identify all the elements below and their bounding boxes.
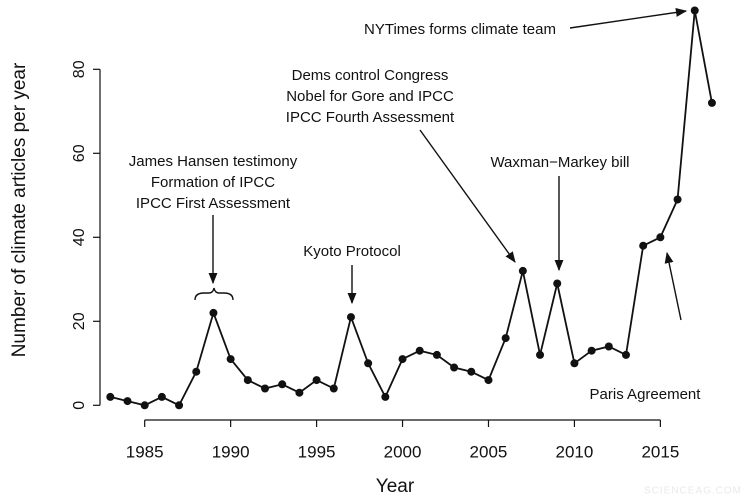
data-point [501,334,510,343]
data-point [175,401,184,410]
data-point [312,376,321,385]
data-point [604,342,613,351]
y-axis-label: Number of climate articles per year [9,62,30,357]
data-point [192,367,201,376]
data-point [690,6,699,15]
x-tick-label: 1995 [298,442,336,461]
data-point [570,359,579,368]
y-tick-label: 60 [71,144,88,162]
annotation-text: Nobel for Gore and IPCC [286,88,454,105]
y-tick-label: 40 [71,228,88,246]
data-point [140,401,149,410]
data-point [484,376,493,385]
data-point [346,313,355,322]
annotation-text: NYTimes forms climate team [364,21,556,38]
data-point [587,346,596,355]
data-point [381,392,390,401]
x-tick-label: 2005 [470,442,508,461]
annotation-arrow [664,251,682,321]
data-point [673,195,682,204]
x-tick-label: 1985 [126,442,164,461]
data-point [123,397,132,406]
y-tick-label: 0 [71,401,88,410]
data-point [415,346,424,355]
annotation-text: Kyoto Protocol [303,243,401,260]
x-tick-label: 2010 [556,442,594,461]
data-point [106,392,115,401]
x-axis-label: Year [376,476,415,497]
data-point [707,98,716,107]
annotation-text: Dems control Congress [292,67,449,84]
annotation-arrow [569,8,688,29]
x-tick-label: 2000 [384,442,422,461]
annotation-text: Waxman−Markey bill [490,154,629,171]
data-point [467,367,476,376]
data-point [432,350,441,359]
watermark: SCIENCEAG.COM [644,486,742,497]
data-point [295,388,304,397]
data-point [656,233,665,242]
data-point [226,355,235,364]
x-tick-label: 1990 [212,442,250,461]
data-point [639,241,648,250]
annotation-text: IPCC First Assessment [136,195,291,212]
data-point [243,376,252,385]
annotation-text: Paris Agreement [590,386,702,403]
data-point [364,359,373,368]
annotation-text: Formation of IPCC [151,174,275,191]
annotation-text: IPCC Fourth Assessment [286,109,455,126]
brace [194,287,234,301]
data-point [518,266,527,275]
data-point [329,384,338,393]
y-tick-label: 20 [71,312,88,330]
annotation-arrow [419,129,516,263]
data-point [157,392,166,401]
data-point [278,380,287,389]
data-point [536,350,545,359]
data-point [209,308,218,317]
x-tick-label: 2015 [641,442,679,461]
data-point [553,279,562,288]
y-tick-label: 80 [71,60,88,78]
data-point [261,384,270,393]
data-point [621,350,630,359]
data-point [450,363,459,372]
annotation-text: James Hansen testimony [129,153,298,170]
data-point [398,355,407,364]
